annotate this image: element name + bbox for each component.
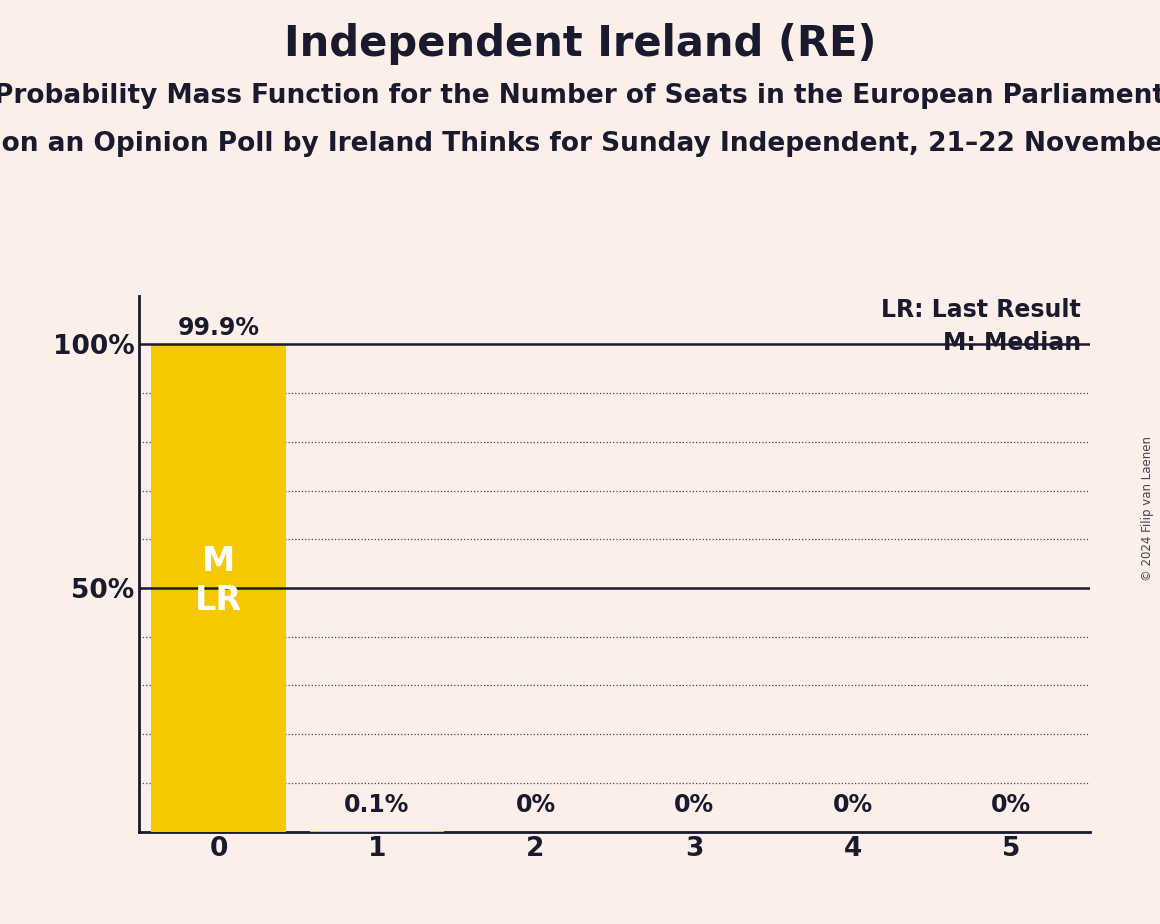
Text: 0%: 0% (515, 793, 556, 817)
Text: Independent Ireland (RE): Independent Ireland (RE) (284, 23, 876, 65)
Text: © 2024 Filip van Laenen: © 2024 Filip van Laenen (1141, 436, 1154, 580)
Text: LR: LR (195, 584, 242, 617)
Text: 0%: 0% (674, 793, 715, 817)
Text: 0%: 0% (991, 793, 1031, 817)
Text: Probability Mass Function for the Number of Seats in the European Parliament: Probability Mass Function for the Number… (0, 83, 1160, 109)
Text: 0%: 0% (833, 793, 872, 817)
Text: Based on an Opinion Poll by Ireland Thinks for Sunday Independent, 21–22 Novembe: Based on an Opinion Poll by Ireland Thin… (0, 131, 1160, 157)
Text: M: Median: M: Median (943, 331, 1081, 355)
Text: 99.9%: 99.9% (177, 315, 260, 339)
Text: LR: Last Result: LR: Last Result (882, 298, 1081, 322)
Text: M: M (202, 545, 235, 578)
Bar (151, 345, 285, 832)
Text: 0.1%: 0.1% (345, 793, 409, 817)
